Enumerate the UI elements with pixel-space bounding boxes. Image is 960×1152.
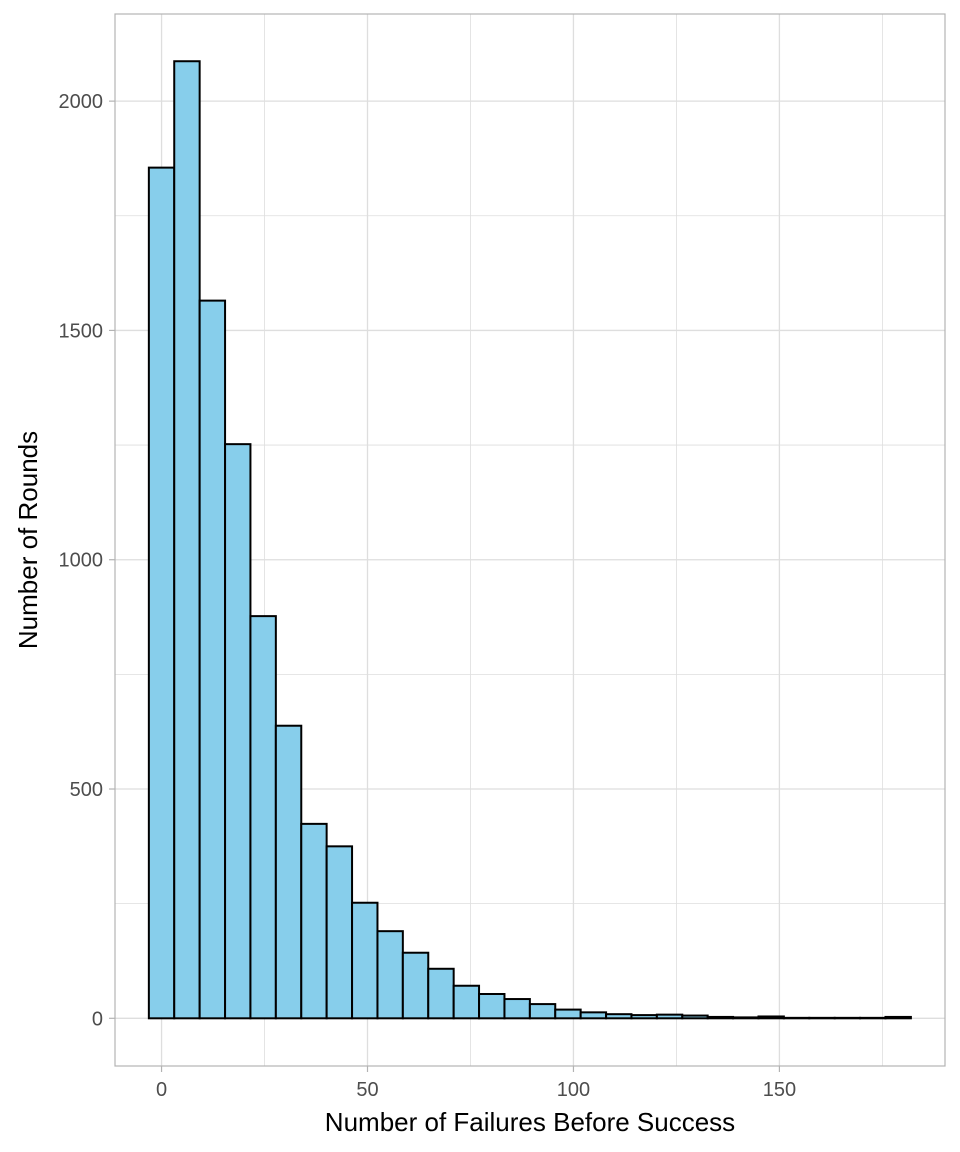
histogram-bar (351, 901, 379, 1020)
histogram-bars (147, 60, 912, 1020)
x-tick-label: 50 (356, 1079, 378, 1101)
panel-border (114, 13, 946, 1067)
histogram-bar (528, 1003, 557, 1020)
histogram-bar (757, 1015, 785, 1020)
histogram-bar (452, 984, 481, 1020)
histogram-bar (478, 993, 506, 1020)
x-tick-label: 150 (763, 1079, 796, 1101)
histogram-bar (884, 1015, 912, 1020)
histogram-bar (224, 443, 252, 1020)
y-tick-label: 0 (92, 1008, 103, 1030)
x-axis-title: Number of Failures Before Success (325, 1107, 735, 1137)
histogram-bar (630, 1014, 658, 1020)
histogram-bar (706, 1015, 735, 1020)
histogram-bar (147, 166, 176, 1020)
histogram-bar (554, 1008, 582, 1020)
y-tick-label: 500 (70, 779, 103, 801)
histogram-bar (655, 1013, 684, 1020)
histogram-bar (198, 299, 227, 1020)
y-axis-title: Number of Rounds (13, 431, 43, 649)
histogram-bar (173, 60, 201, 1020)
histogram-bar (300, 822, 328, 1020)
x-tick-label: 100 (557, 1079, 590, 1101)
histogram-bar (503, 998, 531, 1020)
y-tick-label: 1500 (59, 320, 104, 342)
histogram-bar (249, 615, 277, 1020)
histogram-bar (681, 1014, 709, 1020)
y-axis-ticks: 0 500 1000 1500 2000 (59, 91, 115, 1030)
histogram-bar (376, 930, 404, 1020)
histogram-bar (605, 1013, 633, 1020)
y-tick-label: 1000 (59, 550, 104, 572)
x-tick-label: 0 (156, 1079, 167, 1101)
y-tick-label: 2000 (59, 91, 104, 113)
x-axis-ticks: 0 50 100 150 (156, 1066, 796, 1101)
histogram-bar (579, 1011, 608, 1020)
histogram-bar (401, 951, 430, 1020)
histogram-bar (325, 845, 354, 1020)
histogram-bar (732, 1016, 760, 1020)
histogram-bar (274, 724, 303, 1020)
histogram-bar (427, 967, 455, 1020)
